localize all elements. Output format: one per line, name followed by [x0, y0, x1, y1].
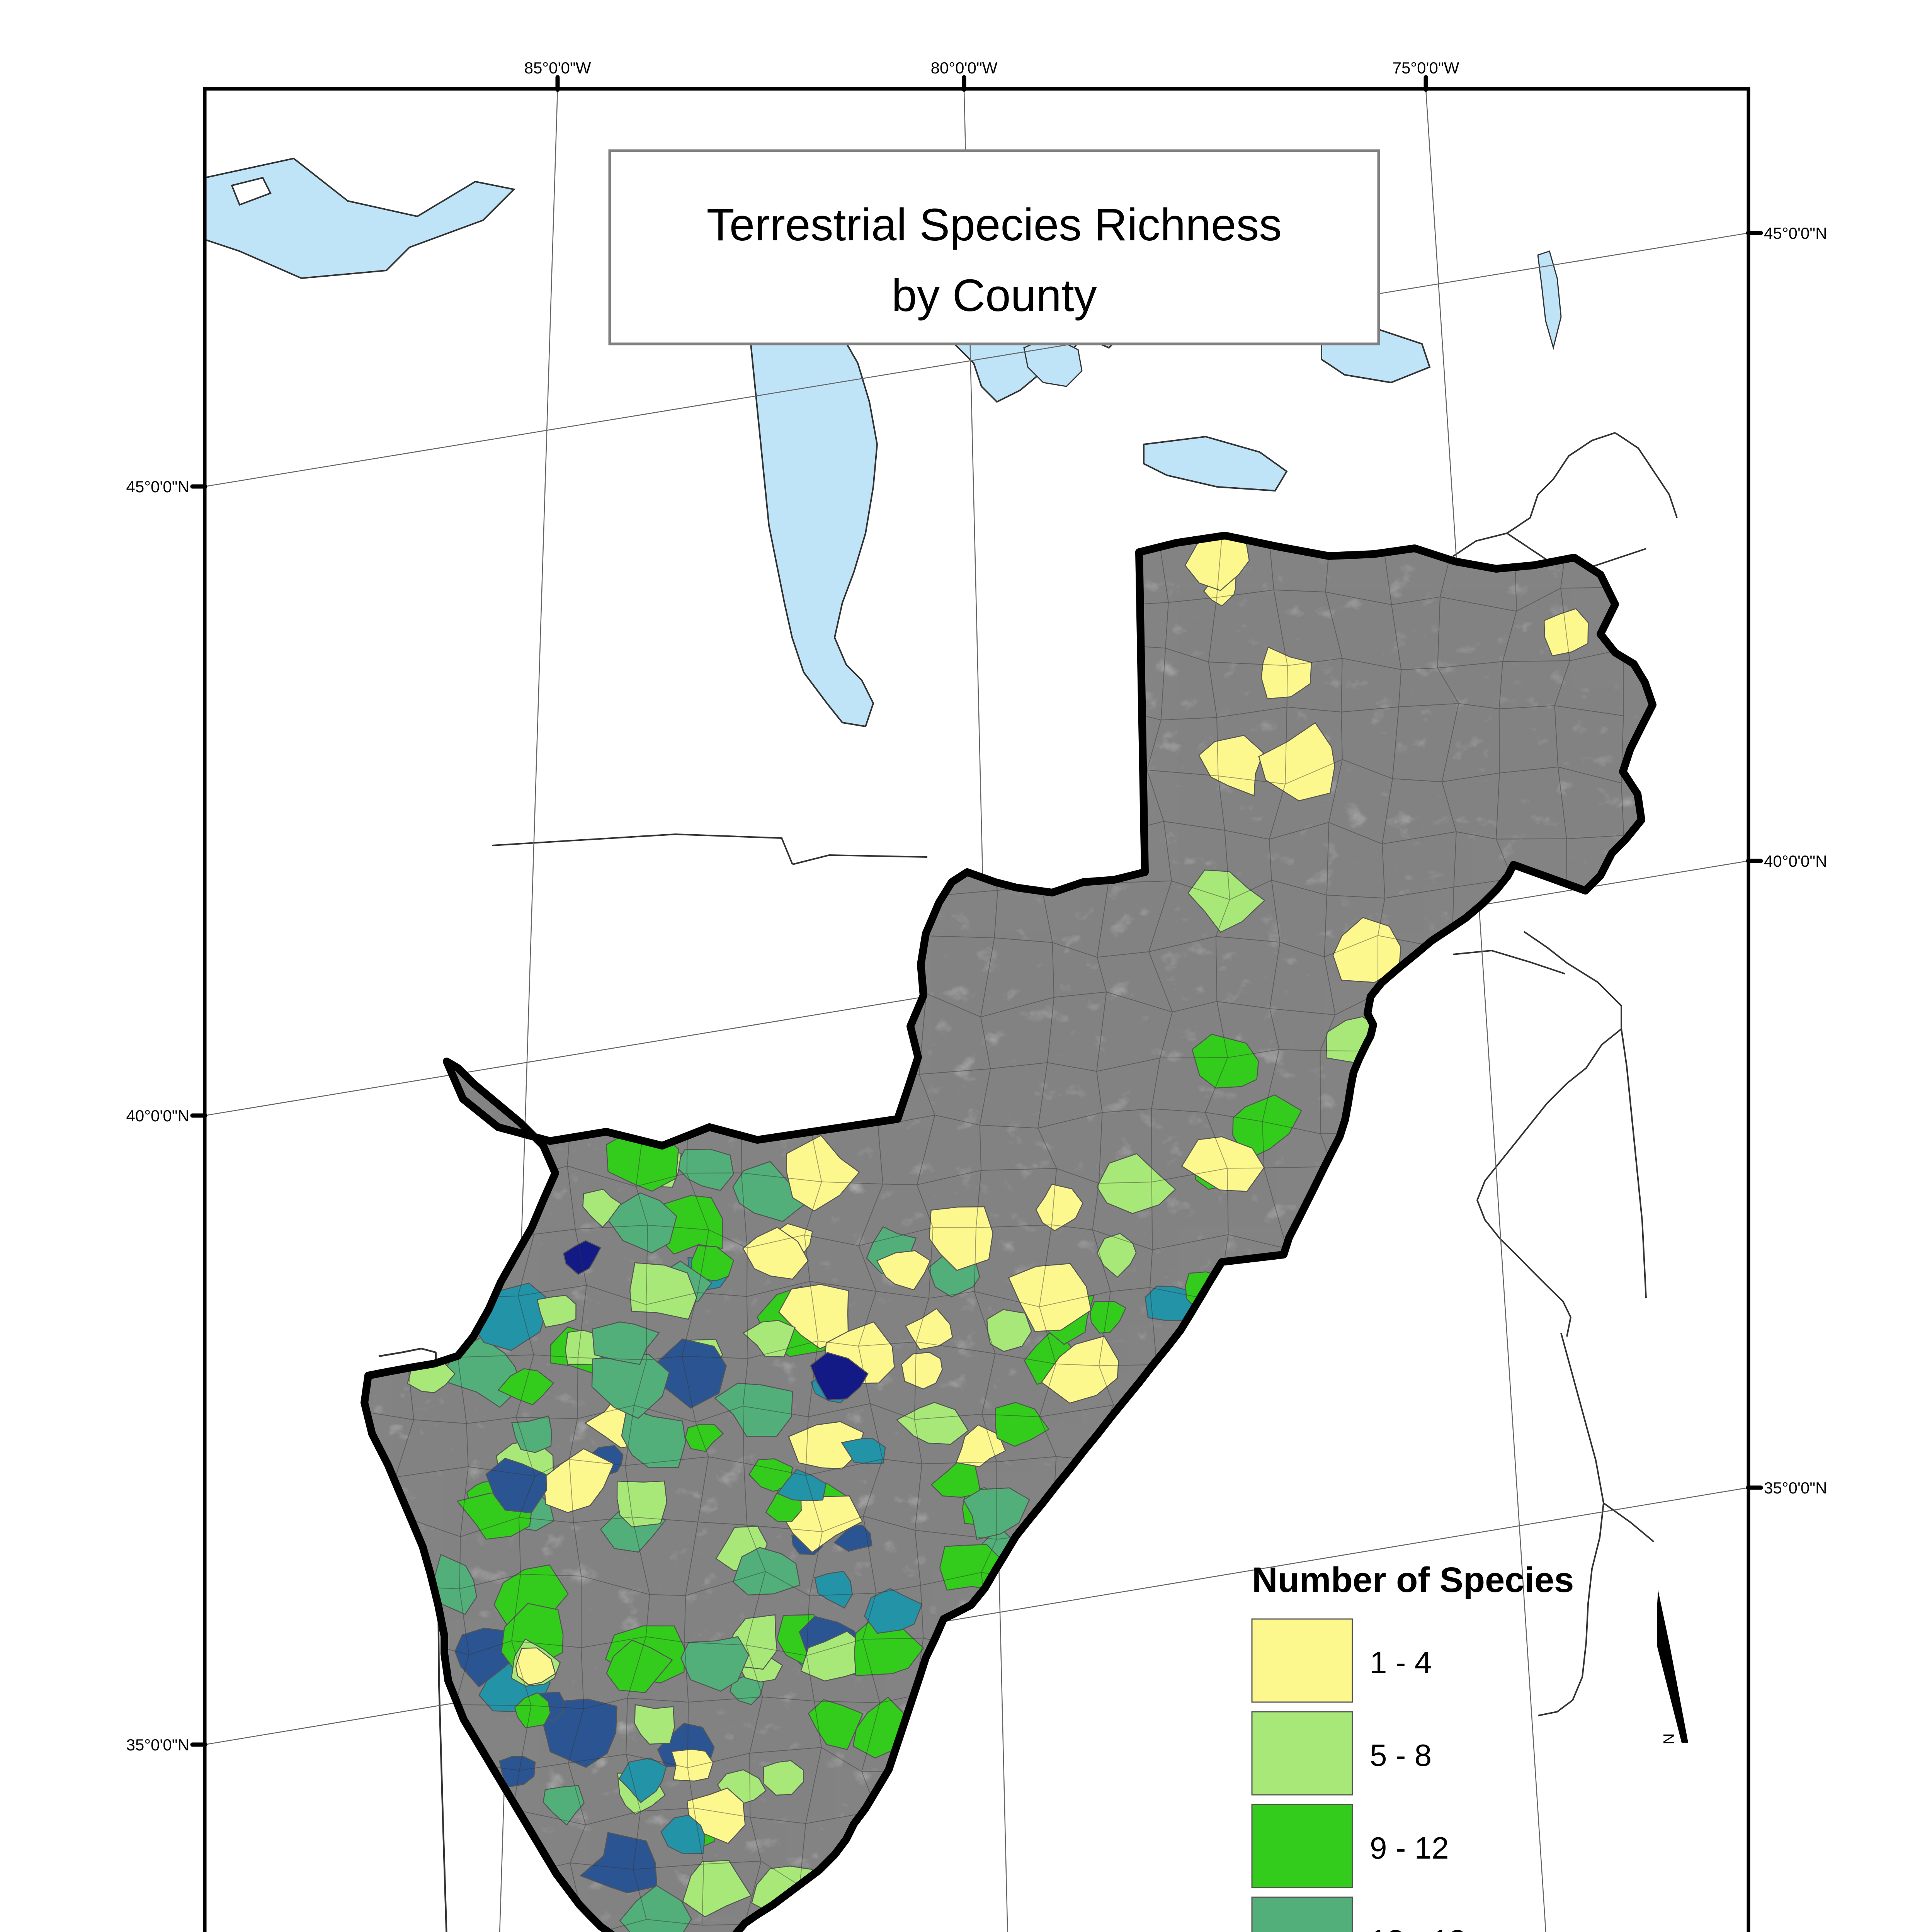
svg-text:85°0'0"W: 85°0'0"W: [524, 59, 591, 77]
svg-text:13 - 18: 13 - 18: [1370, 1923, 1466, 1932]
svg-text:Terrestrial Species Richness: Terrestrial Species Richness: [707, 199, 1282, 250]
svg-text:40°0'0"N: 40°0'0"N: [1764, 852, 1827, 870]
svg-text:80°0'0"W: 80°0'0"W: [931, 59, 998, 77]
svg-text:35°0'0"N: 35°0'0"N: [1764, 1479, 1827, 1497]
svg-text:1 - 4: 1 - 4: [1370, 1645, 1432, 1680]
svg-text:5 - 8: 5 - 8: [1370, 1738, 1432, 1772]
svg-text:N: N: [1660, 1733, 1677, 1745]
svg-text:45°0'0"N: 45°0'0"N: [126, 478, 190, 496]
svg-text:Number of Species: Number of Species: [1252, 1560, 1574, 1600]
svg-text:75°0'0"W: 75°0'0"W: [1393, 59, 1459, 77]
svg-text:35°0'0"N: 35°0'0"N: [126, 1736, 190, 1754]
svg-text:9 - 12: 9 - 12: [1370, 1831, 1449, 1865]
svg-text:45°0'0"N: 45°0'0"N: [1764, 224, 1827, 242]
svg-text:by County: by County: [891, 270, 1097, 321]
svg-text:40°0'0"N: 40°0'0"N: [126, 1107, 190, 1125]
